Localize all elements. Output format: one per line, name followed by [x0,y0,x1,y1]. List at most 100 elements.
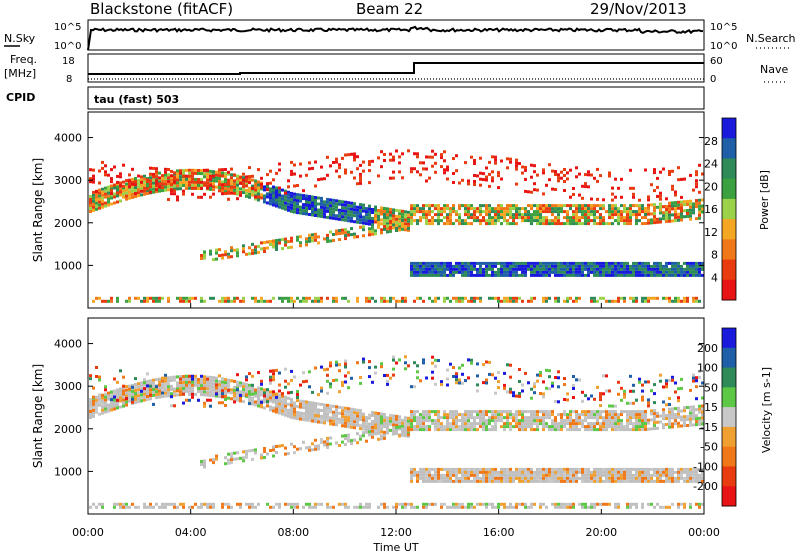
power-cell [314,208,317,211]
power-cell [326,200,329,204]
velocity-cell [374,371,377,375]
velocity-cell [464,413,467,417]
velocity-cell [431,467,434,471]
power-cell [224,175,227,179]
velocity-cell [599,398,602,402]
power-cell [242,191,245,195]
power-cell [458,204,461,208]
power-cell [677,296,680,300]
velocity-cell [281,397,284,401]
power-cell [608,299,611,303]
power-cell [551,210,554,214]
velocity-cell [521,416,524,420]
velocity-cell [338,390,341,394]
velocity-cell [410,476,413,480]
velocity-cell [410,473,413,477]
power-cell [245,191,248,195]
velocity-cell [440,383,443,387]
velocity-cell [209,390,212,394]
power-cell [227,172,230,176]
velocity-cell [146,380,149,383]
power-cell [131,177,134,181]
velocity-cell [458,470,461,474]
velocity-cell [245,385,248,389]
velocity-cell [356,417,359,421]
velocity-cell [185,398,188,402]
velocity-cell [506,470,509,474]
velocity-cell [632,416,635,420]
power-cell [578,216,581,220]
power-cell [245,188,248,192]
velocity-cell [455,502,458,506]
velocity-cell [584,467,587,471]
power-cell [368,204,371,208]
power-cell [473,267,476,271]
power-cell [461,267,464,271]
power-cell [395,226,398,230]
velocity-cell [521,410,524,414]
power-cell [515,216,518,220]
power-cell [440,264,443,268]
power-cell [368,213,371,217]
power-cell [326,206,329,210]
velocity-cell [104,388,107,392]
power-cell [500,264,503,268]
power-cell [656,273,659,277]
power-cell [473,273,476,277]
power-cell [149,182,152,186]
power-cell [128,179,131,183]
power-cell [554,270,557,274]
velocity-cell [608,467,611,471]
power-cell [245,252,248,256]
velocity-cell [206,384,209,388]
velocity-cell [248,392,251,396]
power-cell [128,185,131,189]
velocity-cell [434,476,437,480]
velocity-cell [293,416,296,420]
velocity-cell [620,386,623,390]
power-cell [473,162,476,165]
velocity-cell [689,479,692,483]
velocity-cell [689,408,692,412]
power-cell [98,296,101,300]
power-cell [410,170,413,174]
velocity-cell [467,422,470,426]
power-cell [305,203,308,207]
power-cell [383,216,386,219]
velocity-cell [551,413,554,417]
power-cell [422,204,425,208]
velocity-cell [491,416,494,420]
nsearch-label: N.Search [746,32,796,45]
power-cell [578,210,581,214]
velocity-cell [296,396,299,399]
power-cell [341,218,344,222]
velocity-cell [416,425,419,429]
velocity-cell [581,502,584,506]
velocity-cell [293,375,296,379]
power-cell [680,264,683,268]
power-cell [554,267,557,271]
velocity-cell [452,502,455,506]
power-cell [227,187,230,191]
velocity-cell [476,473,479,477]
power-cell [545,264,548,268]
velocity-cell [695,479,698,483]
power-cell [308,204,311,207]
power-cell [278,238,281,242]
velocity-cell [518,479,521,483]
power-cell [629,273,632,277]
power-cell [437,213,440,217]
power-cell [137,174,140,178]
power-cell [281,299,284,303]
velocity-cell [329,505,332,509]
power-cell [479,267,482,271]
velocity-cell [263,391,266,395]
power-cell [473,299,476,303]
power-cell [335,299,338,303]
power-cell [158,185,161,189]
velocity-cell [254,505,257,509]
velocity-cell [542,392,545,396]
power-cell [644,216,647,219]
velocity-cell [467,476,470,480]
power-cell [428,270,431,274]
